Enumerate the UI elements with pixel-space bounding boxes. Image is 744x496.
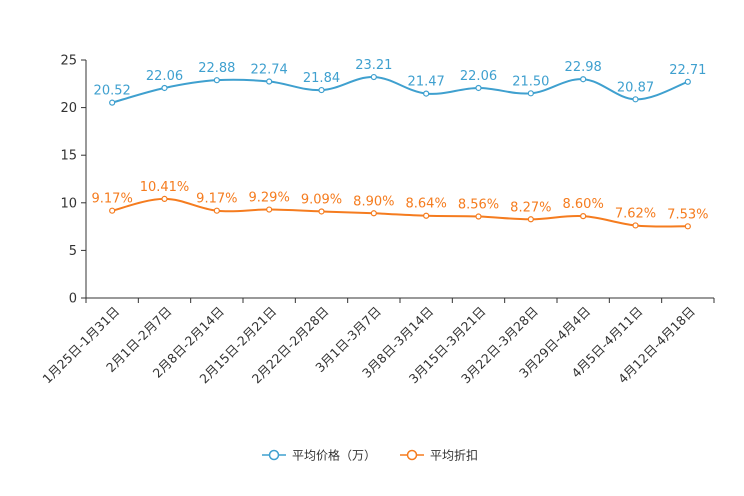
data-label: 22.71: [669, 63, 706, 78]
data-label: 22.06: [146, 69, 183, 84]
data-point: [684, 223, 691, 230]
data-point: [423, 212, 430, 219]
data-label: 9.09%: [301, 192, 342, 207]
data-label: 22.74: [251, 63, 288, 78]
data-label: 8.64%: [406, 197, 447, 212]
data-label: 8.27%: [510, 200, 551, 215]
data-point: [109, 99, 116, 106]
data-label: 9.17%: [196, 192, 237, 207]
data-point: [580, 76, 587, 83]
data-label: 20.87: [617, 80, 654, 95]
data-point: [109, 207, 116, 214]
data-label: 8.90%: [353, 194, 394, 209]
y-tick-label: 10: [60, 196, 77, 211]
data-label: 21.84: [303, 71, 340, 86]
data-point: [318, 86, 325, 94]
data-point: [213, 77, 220, 84]
data-point: [161, 84, 168, 92]
data-label: 21.47: [408, 75, 445, 90]
y-tick-label: 15: [60, 149, 77, 164]
legend-label: 平均价格（万）: [292, 448, 376, 463]
data-label: 23.21: [355, 58, 392, 73]
series-line: [111, 76, 689, 104]
x-axis-ticks: 1月25日-1月31日2月1日-2月7日2月8日-2月14日2月15日-2月21…: [39, 298, 715, 387]
y-tick-label: 0: [69, 292, 77, 307]
data-point: [632, 222, 639, 229]
data-point: [318, 208, 325, 215]
data-label: 7.62%: [615, 206, 656, 221]
data-label: 22.06: [460, 69, 497, 84]
series-group: 20.52 22.06 22.88 22.74 21.84 23.21 21.47 22.06…: [92, 58, 708, 230]
data-label: 8.56%: [458, 198, 499, 213]
data-point: [684, 78, 691, 85]
data-point: [475, 84, 482, 92]
data-label: 7.53%: [667, 207, 708, 222]
data-point: [266, 206, 273, 213]
legend-item-avg-discount[interactable]: 平均折扣: [400, 448, 478, 463]
data-point: [266, 78, 273, 85]
y-tick-label: 5: [69, 244, 77, 259]
data-label: 20.52: [94, 84, 131, 99]
legend[interactable]: 平均价格（万） 平均折扣: [262, 448, 478, 463]
data-point: [213, 207, 220, 214]
legend-marker: [268, 449, 280, 461]
data-point: [527, 216, 534, 223]
data-label: 22.98: [565, 60, 602, 75]
data-point: [161, 195, 168, 202]
series-avg-discount: 9.17% 10.41% 9.17% 9.29% 9.09% 8.90% 8.64% 8.56…: [92, 180, 708, 230]
data-label: 8.60%: [563, 197, 604, 212]
data-label: 22.88: [198, 61, 235, 76]
series-avg-price: 20.52 22.06 22.88 22.74 21.84 23.21 21.47 22.06…: [94, 58, 706, 106]
data-point: [580, 213, 587, 220]
series-line: [111, 197, 688, 228]
legend-marker: [406, 449, 418, 461]
y-tick-label: 25: [60, 54, 77, 69]
data-point: [370, 73, 377, 81]
data-label: 21.50: [512, 74, 549, 89]
data-point: [632, 96, 639, 103]
y-axis-ticks: 0 5 10 15 20 25: [60, 54, 86, 307]
data-point: [475, 213, 482, 220]
data-label: 9.17%: [92, 192, 133, 207]
y-tick-label: 20: [60, 101, 77, 116]
data-point: [527, 90, 534, 97]
legend-label: 平均折扣: [430, 448, 478, 463]
legend-item-avg-price[interactable]: 平均价格（万）: [262, 448, 376, 463]
x-tick-label: 1月25日-1月31日: [39, 304, 122, 387]
data-label: 10.41%: [140, 180, 190, 195]
data-point: [370, 210, 377, 217]
data-point: [423, 90, 430, 97]
data-label: 9.29%: [249, 191, 290, 206]
